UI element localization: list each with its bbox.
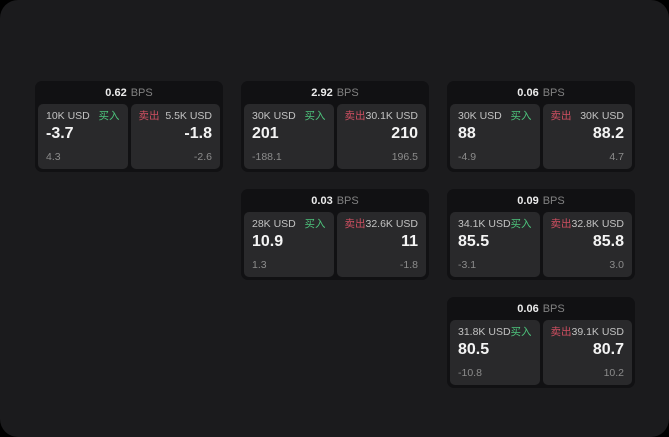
spread-value: 0.03 — [311, 194, 333, 207]
sell-delta: 3.0 — [609, 259, 624, 271]
buy-tile[interactable]: 30K USD 买入 88 -4.9 — [450, 104, 540, 169]
spread-header: 0.62 BPS — [35, 81, 223, 104]
quote-panels: 30K USD 买入 88 -4.9 卖出 30K USD 88.2 4.7 — [447, 104, 635, 172]
sell-amount: 30.1K USD — [365, 110, 419, 122]
sell-amount: 32.8K USD — [571, 218, 625, 230]
spread-unit: BPS — [542, 302, 565, 315]
sell-tile[interactable]: 卖出 39.1K USD 80.7 10.2 — [542, 320, 632, 385]
sell-amount: 30K USD — [580, 110, 624, 122]
buy-price: 201 — [252, 125, 279, 142]
sell-delta: -1.8 — [399, 259, 418, 271]
spread-unit: BPS — [542, 86, 565, 99]
quote-card: 0.09 BPS 34.1K USD 买入 85.5 -3.1 卖出 — [447, 189, 635, 280]
buy-price: -3.7 — [46, 125, 74, 142]
sell-tile[interactable]: 卖出 30.1K USD 210 196.5 — [336, 104, 426, 169]
sell-tile[interactable]: 卖出 32.8K USD 85.8 3.0 — [542, 212, 632, 277]
buy-delta: -4.9 — [458, 151, 477, 163]
sell-label: 卖出 — [138, 110, 160, 122]
buy-amount: 30K USD — [458, 110, 502, 122]
buy-label: 买入 — [304, 218, 326, 230]
buy-delta: -10.8 — [458, 367, 482, 379]
spread-value: 0.06 — [517, 86, 539, 99]
quote-panels: 10K USD 买入 -3.7 4.3 卖出 5.5K USD -1.8 -2.… — [35, 104, 223, 172]
sell-amount: 32.6K USD — [365, 218, 419, 230]
buy-price: 88 — [458, 125, 476, 142]
buy-label: 买入 — [304, 110, 326, 122]
quote-card: 0.03 BPS 28K USD 买入 10.9 1.3 卖出 — [241, 189, 429, 280]
quote-panels: 31.8K USD 买入 80.5 -10.8 卖出 39.1K USD 80.… — [447, 320, 635, 388]
quote-panels: 30K USD 买入 201 -188.1 卖出 30.1K USD 210 1… — [241, 104, 429, 172]
sell-tile[interactable]: 卖出 30K USD 88.2 4.7 — [542, 104, 632, 169]
buy-tile[interactable]: 30K USD 买入 201 -188.1 — [244, 104, 334, 169]
quote-panels: 34.1K USD 买入 85.5 -3.1 卖出 32.8K USD 85.8… — [447, 212, 635, 280]
quote-card: 0.06 BPS 30K USD 买入 88 -4.9 卖出 — [447, 81, 635, 172]
spread-value: 0.09 — [517, 194, 539, 207]
buy-price: 80.5 — [458, 341, 490, 358]
spread-unit: BPS — [336, 86, 359, 99]
sell-tile[interactable]: 卖出 5.5K USD -1.8 -2.6 — [130, 104, 220, 169]
sell-label: 卖出 — [344, 218, 366, 230]
buy-tile[interactable]: 31.8K USD 买入 80.5 -10.8 — [450, 320, 540, 385]
buy-price: 10.9 — [252, 233, 284, 250]
sell-price: -1.8 — [184, 125, 212, 142]
buy-delta: -188.1 — [252, 151, 282, 163]
sell-price: 210 — [391, 125, 418, 142]
buy-amount: 31.8K USD — [458, 326, 511, 338]
sell-label: 卖出 — [344, 110, 366, 122]
sell-price: 11 — [401, 233, 418, 250]
sell-amount: 39.1K USD — [571, 326, 625, 338]
buy-delta: 1.3 — [252, 259, 267, 271]
buy-label: 买入 — [510, 110, 532, 122]
sell-price: 85.8 — [592, 233, 624, 250]
quote-card-grid: 0.62 BPS 10K USD 买入 -3.7 4.3 卖出 — [35, 81, 635, 388]
spread-value: 0.06 — [517, 302, 539, 315]
buy-amount: 28K USD — [252, 218, 296, 230]
buy-tile[interactable]: 28K USD 买入 10.9 1.3 — [244, 212, 334, 277]
buy-tile[interactable]: 10K USD 买入 -3.7 4.3 — [38, 104, 128, 169]
sell-label: 卖出 — [550, 218, 572, 230]
buy-amount: 10K USD — [46, 110, 90, 122]
buy-delta: 4.3 — [46, 151, 61, 163]
spread-value: 0.62 — [105, 86, 127, 99]
sell-delta: 196.5 — [391, 151, 418, 163]
buy-amount: 34.1K USD — [458, 218, 511, 230]
sell-amount: 5.5K USD — [165, 110, 212, 122]
sell-label: 卖出 — [550, 326, 572, 338]
buy-tile[interactable]: 34.1K USD 买入 85.5 -3.1 — [450, 212, 540, 277]
quote-card: 0.62 BPS 10K USD 买入 -3.7 4.3 卖出 — [35, 81, 223, 172]
quote-card: 2.92 BPS 30K USD 买入 201 -188.1 卖出 — [241, 81, 429, 172]
quote-card: 0.06 BPS 31.8K USD 买入 80.5 -10.8 卖 — [447, 297, 635, 388]
sell-label: 卖出 — [550, 110, 572, 122]
sell-delta: -2.6 — [193, 151, 212, 163]
spread-header: 0.06 BPS — [447, 297, 635, 320]
buy-label: 买入 — [510, 218, 532, 230]
quote-panels: 28K USD 买入 10.9 1.3 卖出 32.6K USD 11 -1.8 — [241, 212, 429, 280]
sell-delta: 4.7 — [609, 151, 624, 163]
spread-unit: BPS — [336, 194, 359, 207]
sell-price: 88.2 — [592, 125, 624, 142]
spread-unit: BPS — [130, 86, 153, 99]
buy-label: 买入 — [510, 326, 532, 338]
spread-value: 2.92 — [311, 86, 333, 99]
spread-header: 0.09 BPS — [447, 189, 635, 212]
buy-label: 买入 — [98, 110, 120, 122]
sell-price: 80.7 — [592, 341, 624, 358]
sell-delta: 10.2 — [603, 367, 624, 379]
sell-tile[interactable]: 卖出 32.6K USD 11 -1.8 — [336, 212, 426, 277]
buy-amount: 30K USD — [252, 110, 296, 122]
spread-header: 0.06 BPS — [447, 81, 635, 104]
buy-delta: -3.1 — [458, 259, 477, 271]
spread-unit: BPS — [542, 194, 565, 207]
spread-header: 0.03 BPS — [241, 189, 429, 212]
spread-header: 2.92 BPS — [241, 81, 429, 104]
buy-price: 85.5 — [458, 233, 490, 250]
